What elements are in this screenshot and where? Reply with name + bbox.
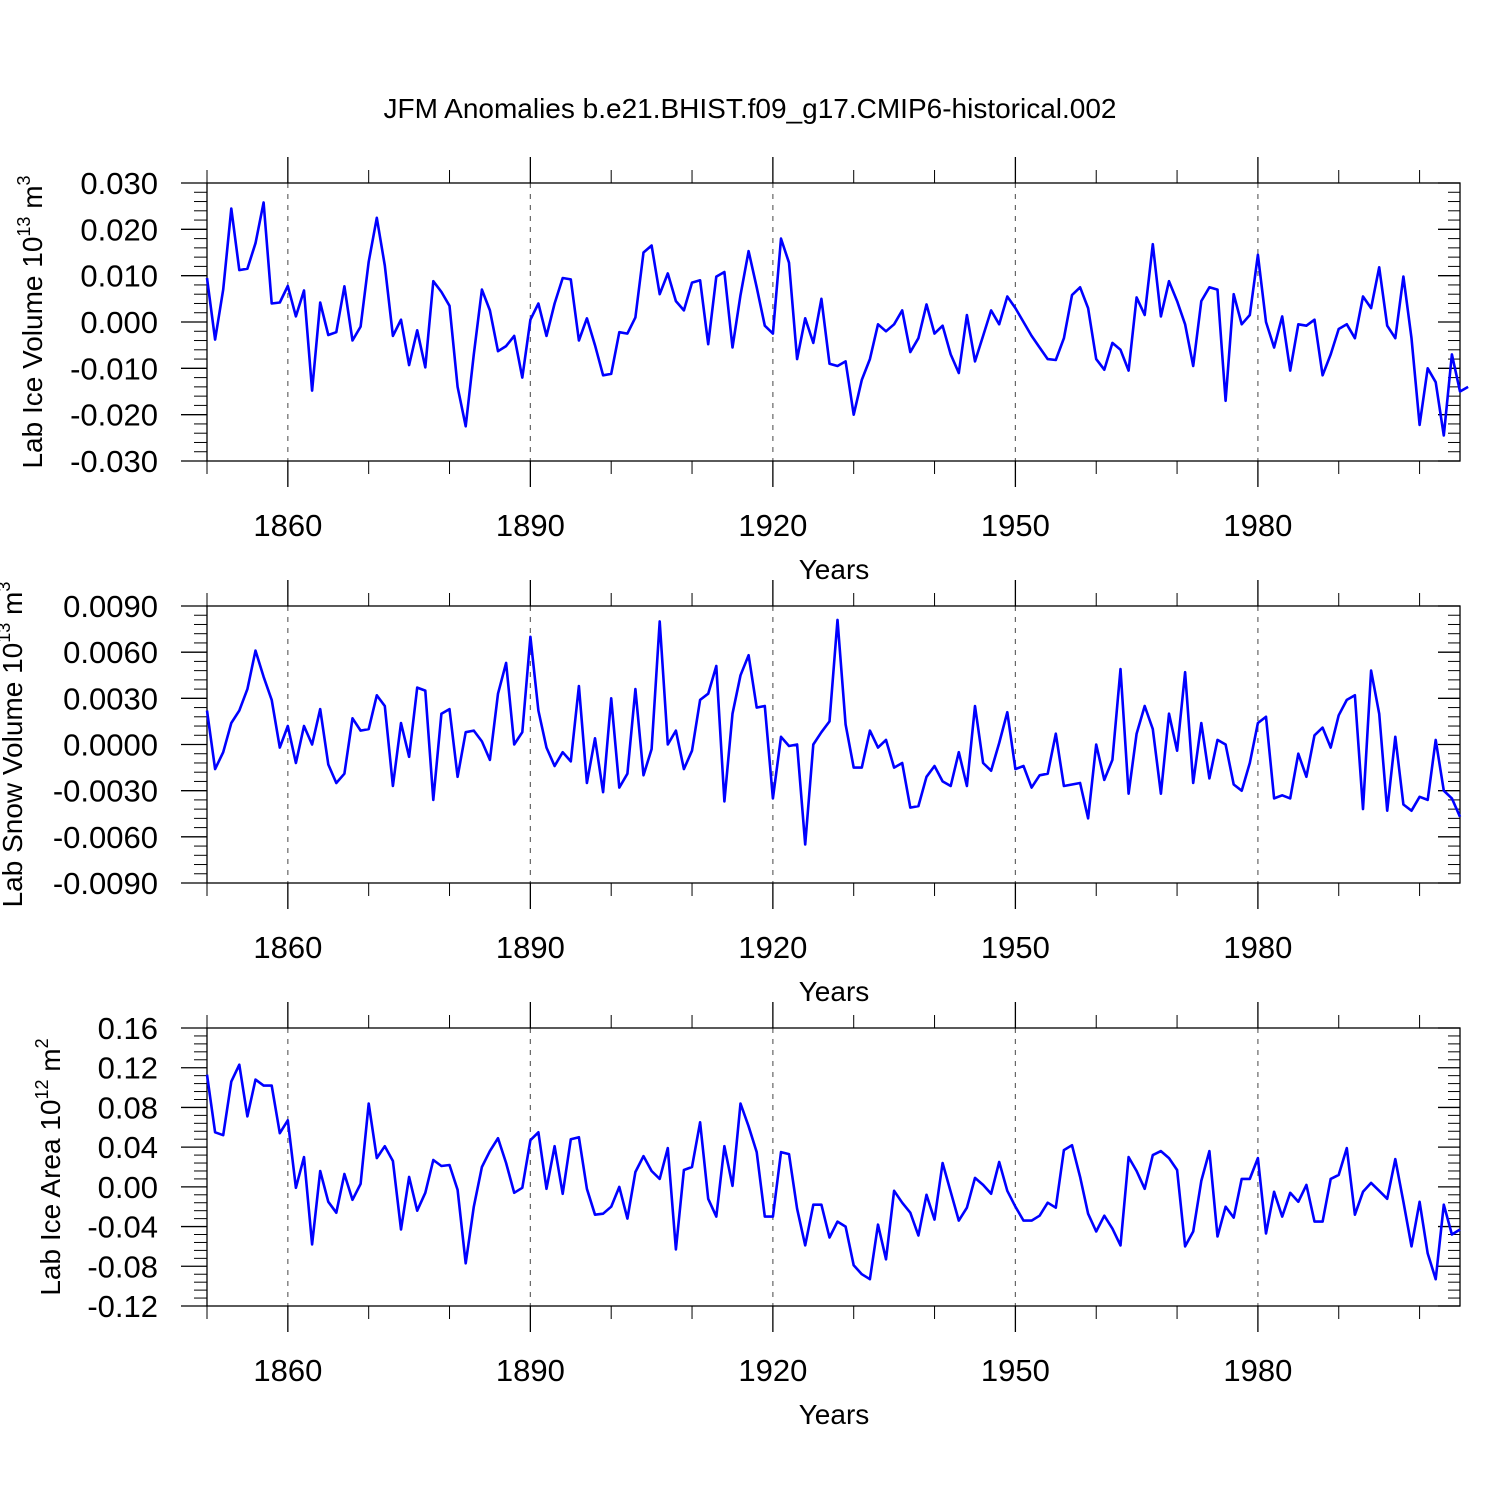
plot-frame xyxy=(206,605,1461,884)
x-tick-label: 1890 xyxy=(496,930,565,965)
x-tick-label: 1890 xyxy=(496,1353,565,1388)
y-tick-label: 0.010 xyxy=(80,259,158,294)
y-tick-label: -0.0090 xyxy=(53,866,158,901)
series-line xyxy=(205,1063,1461,1281)
y-axis-label-ylabel-unit: m xyxy=(17,185,48,216)
series-line xyxy=(205,201,1469,437)
x-tick-label: 1980 xyxy=(1223,930,1292,965)
y-tick-label: 0.00 xyxy=(98,1170,158,1205)
y-tick-label: 0.08 xyxy=(98,1090,158,1125)
panel-1: 0.030 0.020 0.010 0.000 -0.010 -0.020 -0.030 18… xyxy=(14,157,1469,585)
y-tick-label: 0.0090 xyxy=(63,589,158,624)
figure-title: JFM Anomalies b.e21.BHIST.f09_g17.CMIP6-… xyxy=(383,93,1116,124)
y-tick-label: 0.0030 xyxy=(63,681,158,716)
x-tick-label: 1920 xyxy=(738,508,807,543)
y-tick-label: -0.04 xyxy=(87,1210,158,1245)
y-tick-label: 0.16 xyxy=(98,1011,158,1046)
y-axis-label-ylabel-exp: 13 xyxy=(0,623,14,643)
panel-3: 0.16 0.12 0.08 0.04 0.00 -0.04 -0.08 -0.12 1860 1… xyxy=(32,1002,1461,1430)
y-tick-label: -0.020 xyxy=(70,398,158,433)
y-tick-label: 0.12 xyxy=(98,1051,158,1086)
x-tick-label: 1860 xyxy=(253,1353,322,1388)
x-tick-label: 1980 xyxy=(1223,1353,1292,1388)
y-axis-label-ylabel-exp: 12 xyxy=(32,1079,52,1099)
plot-frame xyxy=(206,182,1461,462)
y-tick-label: -0.0030 xyxy=(53,774,158,809)
y-axis-label-ylabel: Lab Snow Volume 10 xyxy=(0,643,28,908)
x-tick-label: 1920 xyxy=(738,1353,807,1388)
y-tick-label: -0.010 xyxy=(70,351,158,386)
y-tick-label: 0.020 xyxy=(80,212,158,247)
series-line xyxy=(205,618,1462,846)
y-axis-label: Lab Ice Area 1012 m2 xyxy=(32,1038,66,1295)
x-axis-label: Years xyxy=(799,1399,870,1430)
y-tick-label: 0.030 xyxy=(80,166,158,201)
x-tick-label: 1860 xyxy=(253,508,322,543)
x-axis-label: Years xyxy=(799,554,870,585)
y-tick-label: -0.08 xyxy=(87,1249,158,1284)
y-axis-label-ylabel-exp: 13 xyxy=(14,217,34,237)
x-tick-label: 1980 xyxy=(1223,508,1292,543)
x-tick-label: 1920 xyxy=(738,930,807,965)
y-tick-label: -0.0060 xyxy=(53,820,158,855)
x-tick-label: 1950 xyxy=(981,1353,1050,1388)
y-tick-label: 0.0000 xyxy=(63,728,158,763)
y-axis-label-ylabel: Lab Ice Volume 10 xyxy=(17,237,48,469)
y-tick-label: 0.04 xyxy=(98,1130,158,1165)
y-axis-label-ylabel-unit: m xyxy=(0,592,28,623)
y-tick-label: 0.0060 xyxy=(63,635,158,670)
y-tick-label: 0.000 xyxy=(80,305,158,340)
plot-frame xyxy=(206,1027,1461,1307)
y-axis-label-ylabel: Lab Ice Area 10 xyxy=(35,1100,66,1296)
x-axis-label: Years xyxy=(799,976,870,1007)
x-tick-label: 1950 xyxy=(981,930,1050,965)
y-axis-label-ylabel-unit-exp: 2 xyxy=(32,1038,52,1048)
y-axis-label: Lab Ice Volume 1013 m3 xyxy=(14,175,48,468)
x-tick-label: 1950 xyxy=(981,508,1050,543)
y-axis-label-ylabel-unit: m xyxy=(35,1048,66,1079)
y-axis-label: Lab Snow Volume 1013 m3 xyxy=(0,582,28,908)
x-tick-label: 1890 xyxy=(496,508,565,543)
x-tick-label: 1860 xyxy=(253,930,322,965)
y-axis-label-ylabel-unit-exp: 3 xyxy=(14,175,34,185)
panel-2: 0.0090 0.0060 0.0030 0.0000 -0.0030 -0.0060 -0… xyxy=(0,580,1462,1007)
y-axis-label-ylabel-unit-exp: 3 xyxy=(0,582,14,592)
y-tick-label: -0.030 xyxy=(70,444,158,479)
y-tick-label: -0.12 xyxy=(87,1289,158,1324)
